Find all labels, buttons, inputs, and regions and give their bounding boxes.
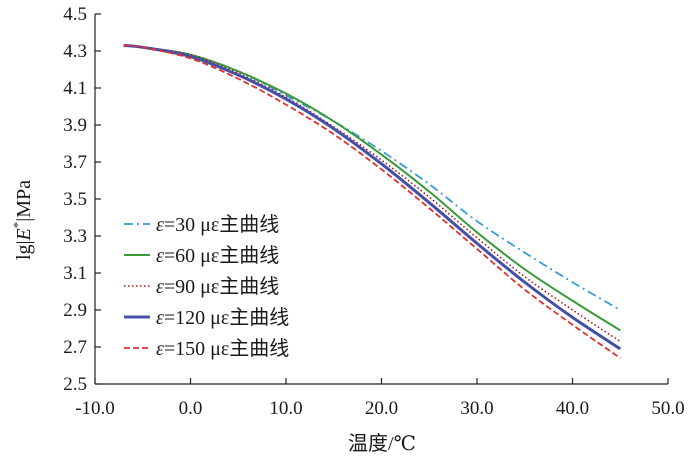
y-axis-title-part-1: lg| [13, 240, 35, 260]
x-tick-label: 50.0 [651, 398, 684, 419]
y-axis-title-part-3: * [10, 222, 25, 229]
legend-name: =30 με主曲线 [164, 213, 279, 236]
legend-symbol: ε [156, 338, 164, 360]
x-tick-label: 10.0 [269, 398, 302, 419]
y-tick-label: 2.7 [63, 337, 87, 358]
y-tick-label: 2.9 [63, 300, 87, 321]
legend-symbol: ε [156, 245, 164, 267]
legend-symbol: ε [156, 214, 164, 236]
legend-symbol: ε [156, 307, 164, 329]
y-axis-title-part-4: |MPa [13, 180, 35, 222]
x-tick-label: 30.0 [460, 398, 493, 419]
x-tick-label: 40.0 [556, 398, 589, 419]
legend-symbol: ε [156, 276, 164, 298]
legend-label-1: ε=30 με主曲线 [156, 213, 279, 236]
legend-name: =90 με主曲线 [164, 275, 279, 298]
y-tick-label: 2.5 [63, 374, 87, 395]
series-line-1 [123, 44, 621, 311]
legend-name: =120 με主曲线 [164, 306, 289, 329]
series-line-2 [123, 44, 621, 332]
x-tick-label: 0.0 [179, 398, 203, 419]
series-line-4 [123, 43, 622, 351]
x-tick-label: -10.0 [75, 398, 115, 419]
y-tick-label: 3.1 [63, 263, 87, 284]
y-axis-title: lg|E*|MPa [10, 180, 35, 260]
y-tick-label: 3.5 [63, 189, 87, 210]
legend-label-3: ε=90 με主曲线 [156, 275, 279, 298]
x-axis-title: 温度/℃ [348, 432, 416, 455]
y-tick-label: 3.3 [63, 226, 87, 247]
y-axis-title-part-2: E [13, 228, 35, 241]
legend-name: =60 με主曲线 [164, 244, 279, 267]
y-tick-label: 4.3 [63, 41, 87, 62]
y-tick-label: 4.1 [63, 78, 87, 99]
x-tick-label: 20.0 [365, 398, 398, 419]
y-tick-label: 3.9 [63, 115, 87, 136]
legend-name: =150 με主曲线 [164, 337, 289, 360]
y-tick-label: 3.7 [63, 152, 87, 173]
y-tick-label: 4.5 [63, 4, 87, 25]
legend-label-2: ε=60 με主曲线 [156, 244, 279, 267]
legend-label-4: ε=120 με主曲线 [156, 306, 289, 329]
series-line-5 [123, 44, 621, 359]
legend-label-5: ε=150 με主曲线 [156, 337, 289, 360]
series-line-3 [123, 44, 621, 343]
